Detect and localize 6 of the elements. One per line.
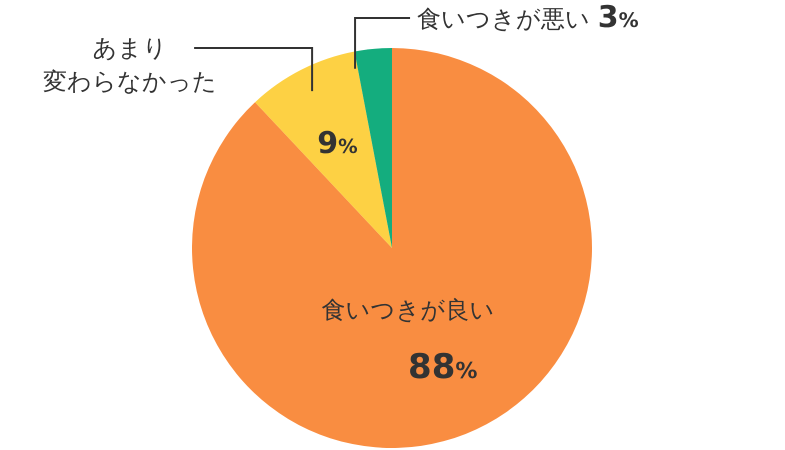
- slice-label: 食いつきが良い: [321, 296, 494, 324]
- slice-label: 食いつきが悪い: [417, 5, 598, 33]
- data-label: 88%: [408, 347, 478, 388]
- slice-label: あまり変わらなかった: [43, 34, 218, 96]
- data-label: 9%: [317, 126, 358, 162]
- data-label: 3%: [598, 0, 639, 35]
